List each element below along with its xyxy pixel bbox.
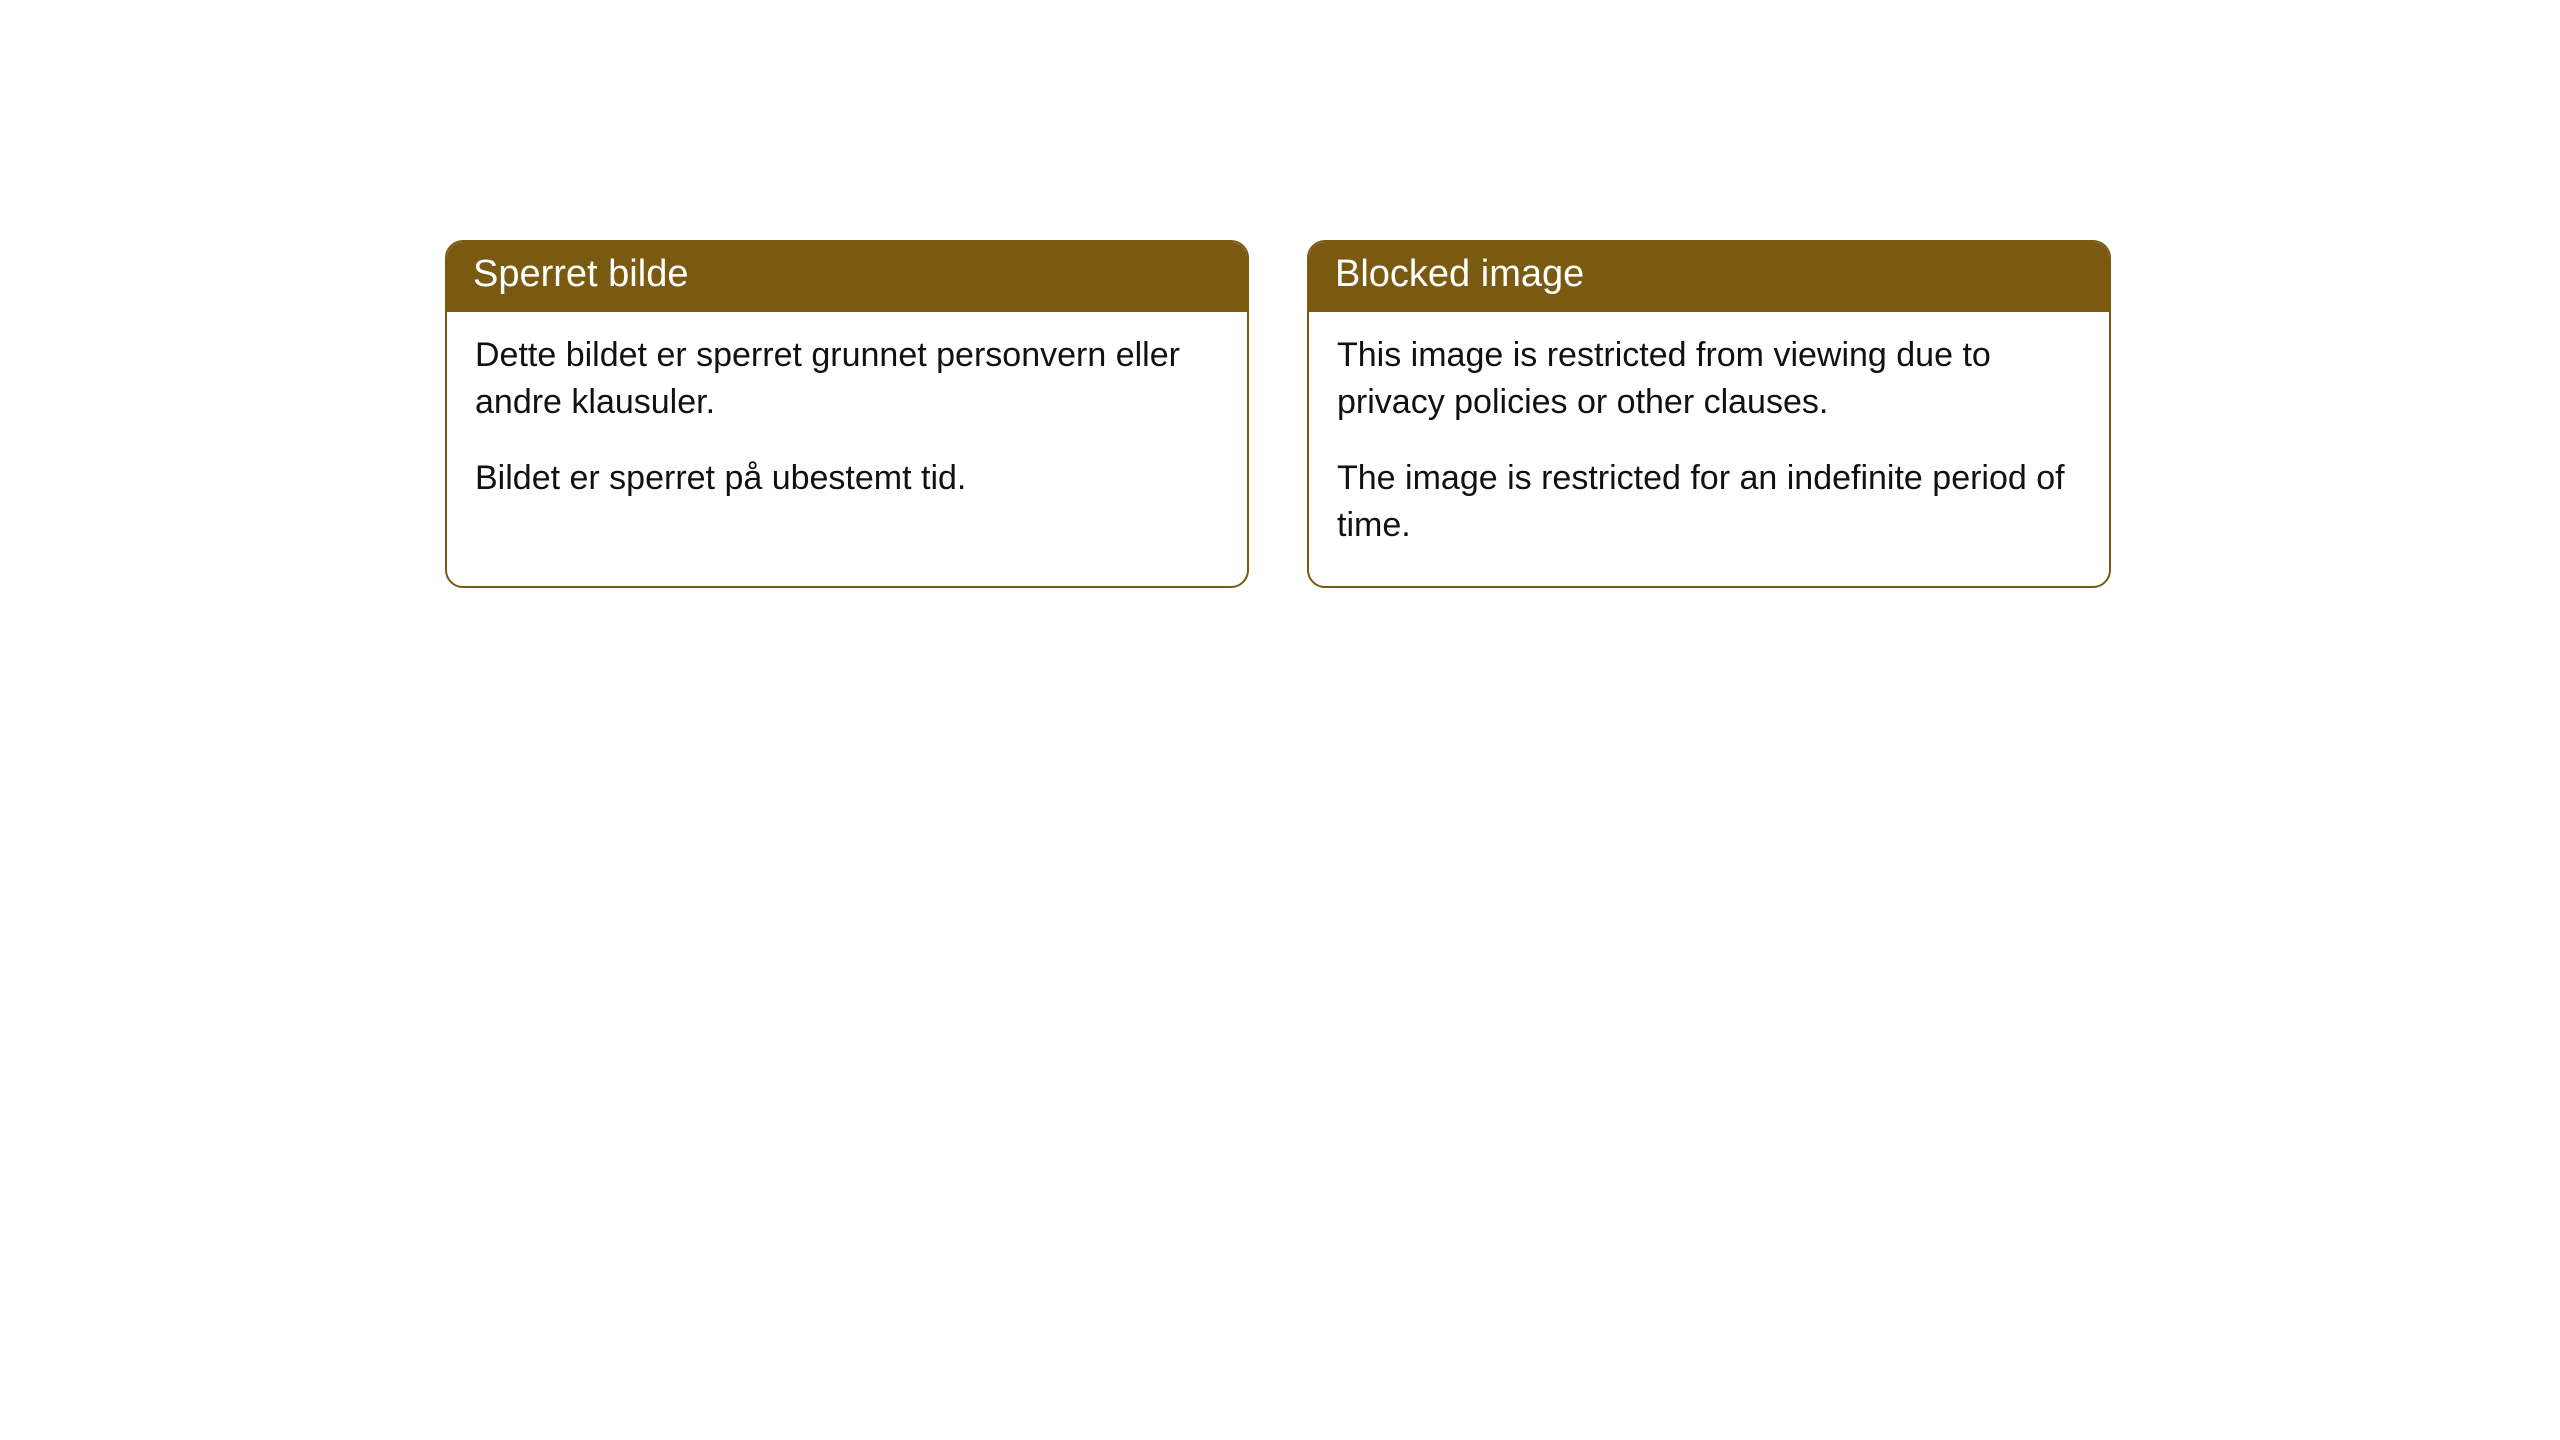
card-body: This image is restricted from viewing du… (1309, 312, 2109, 586)
card-paragraph: Bildet er sperret på ubestemt tid. (475, 455, 1219, 503)
card-body: Dette bildet er sperret grunnet personve… (447, 312, 1247, 539)
card-title: Blocked image (1309, 242, 2109, 312)
notice-cards-container: Sperret bilde Dette bildet er sperret gr… (445, 240, 2111, 588)
card-paragraph: This image is restricted from viewing du… (1337, 332, 2081, 427)
card-title: Sperret bilde (447, 242, 1247, 312)
card-paragraph: The image is restricted for an indefinit… (1337, 455, 2081, 550)
notice-card-norwegian: Sperret bilde Dette bildet er sperret gr… (445, 240, 1249, 588)
notice-card-english: Blocked image This image is restricted f… (1307, 240, 2111, 588)
card-paragraph: Dette bildet er sperret grunnet personve… (475, 332, 1219, 427)
